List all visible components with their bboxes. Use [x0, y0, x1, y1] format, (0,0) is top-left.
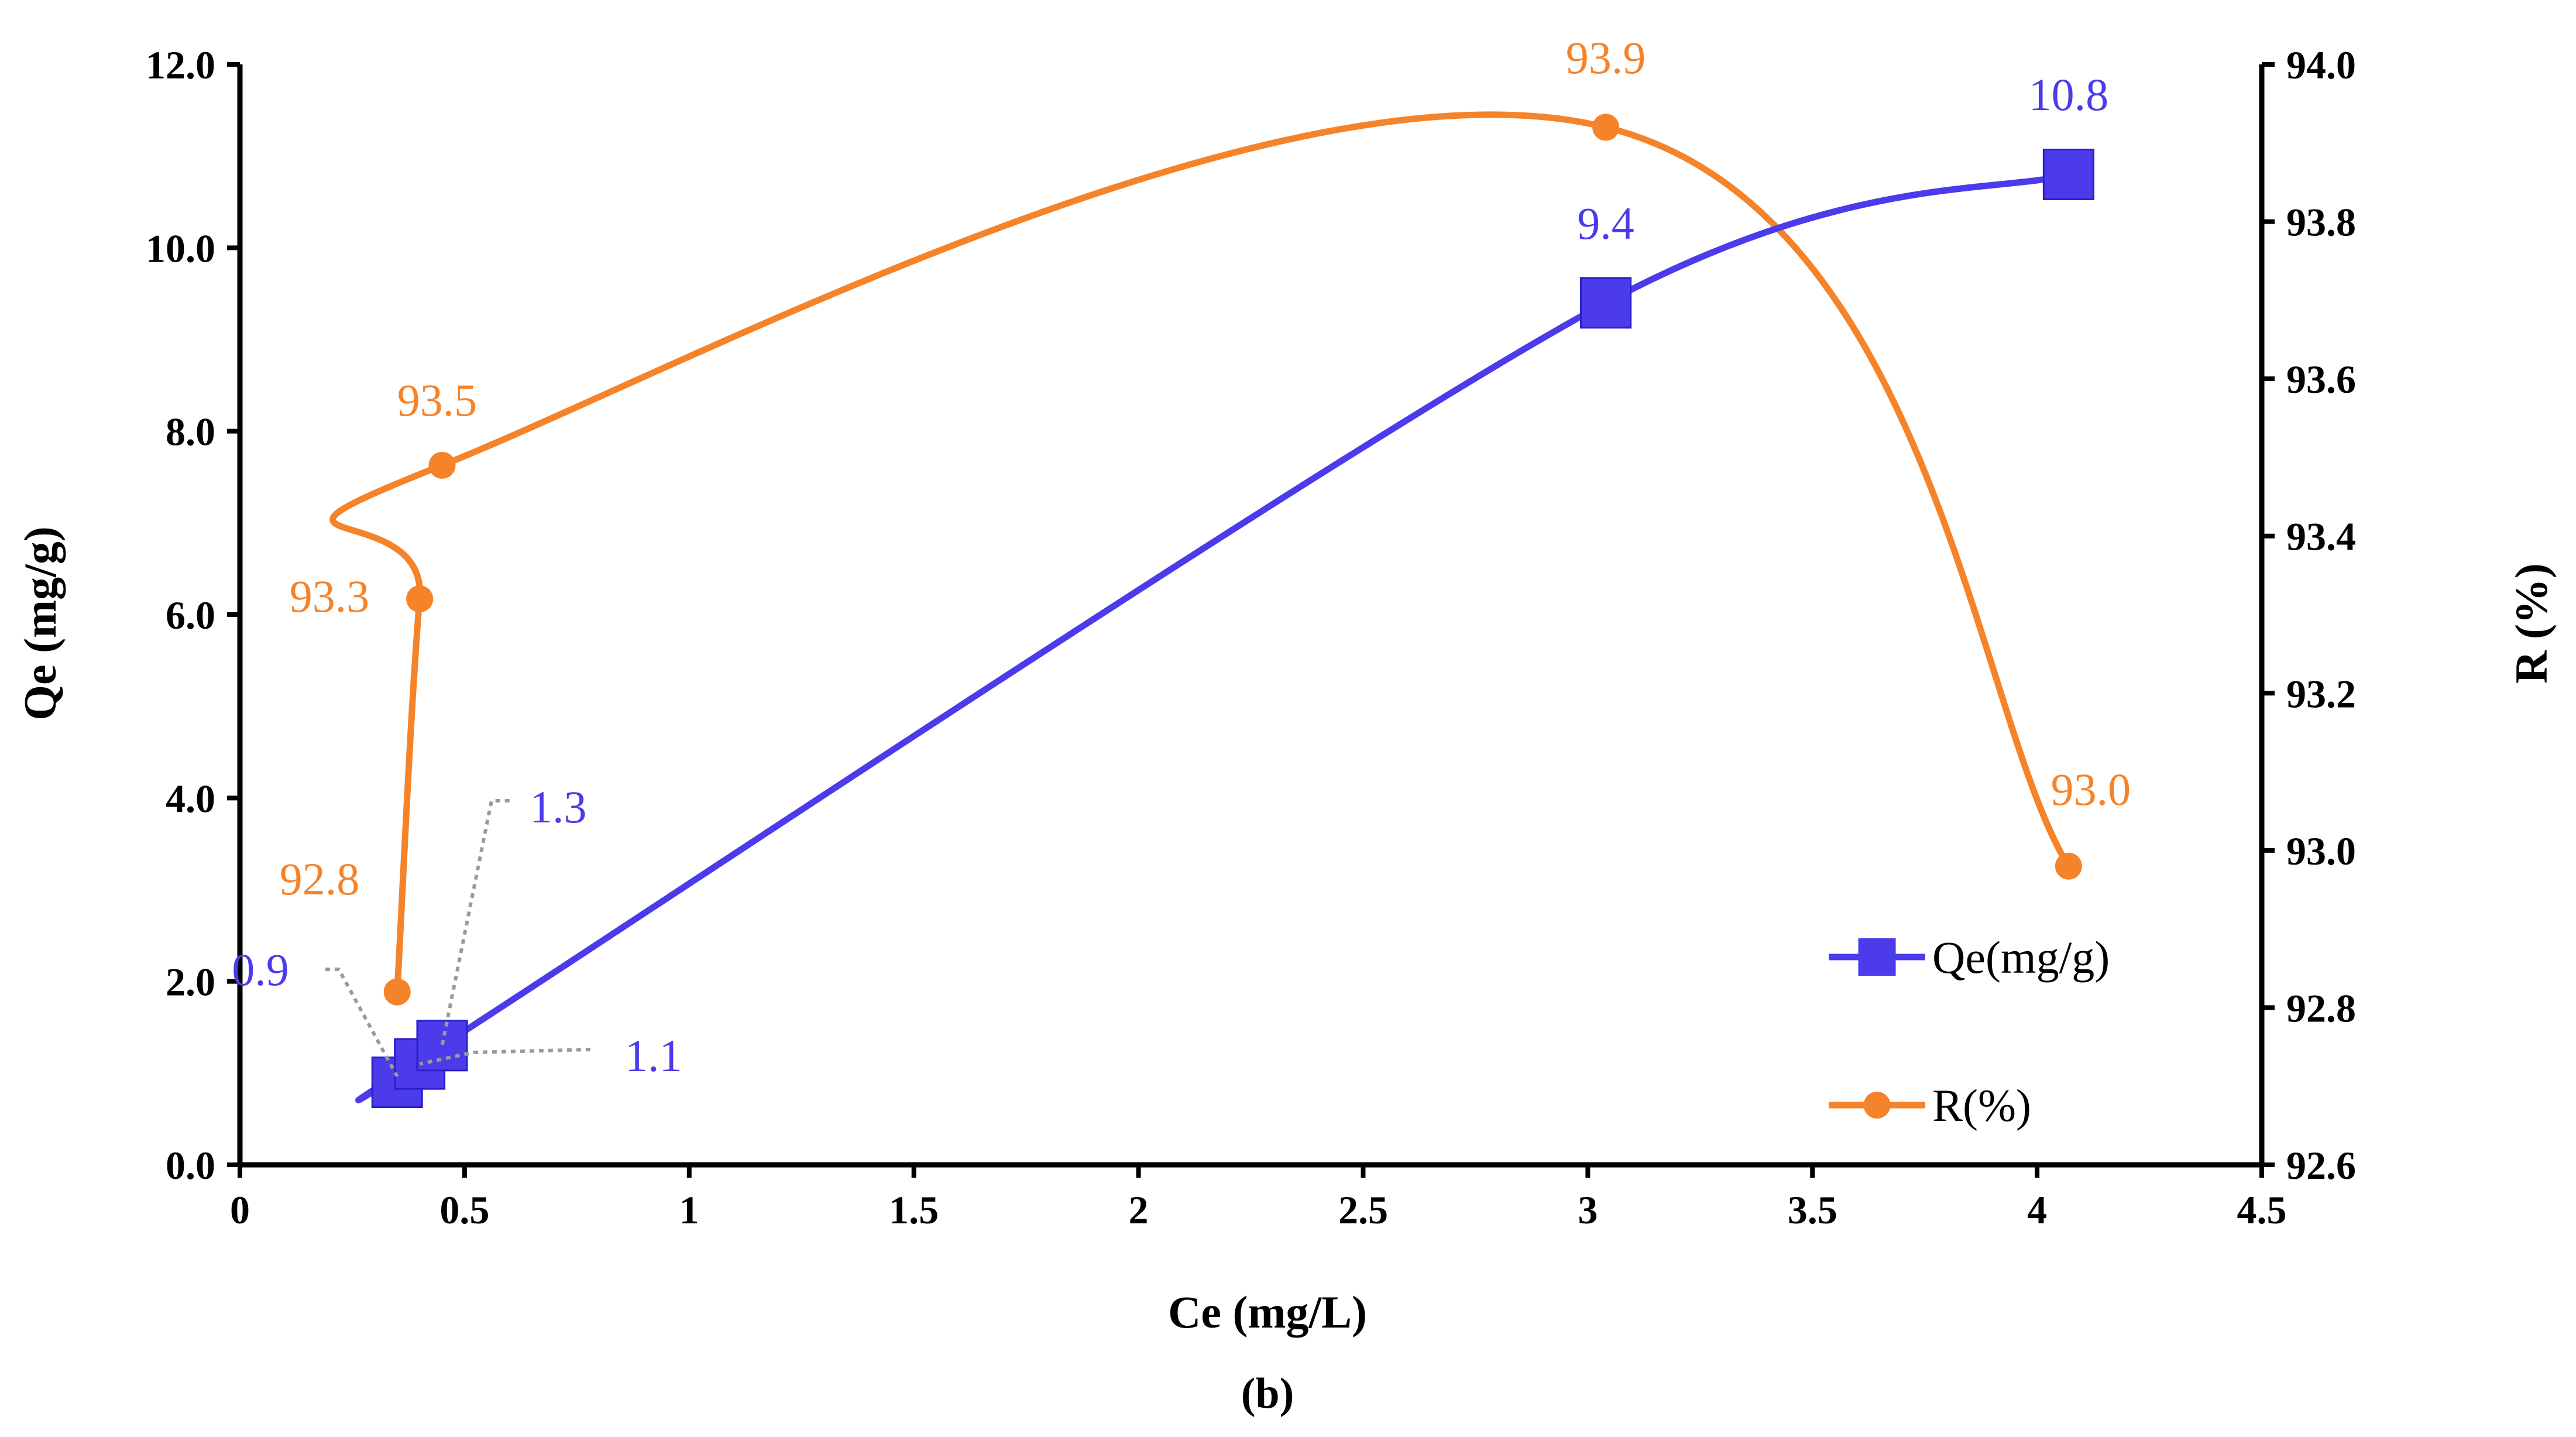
- qe-data-label: 10.8: [2029, 69, 2109, 120]
- legend-r-marker: [1863, 1092, 1891, 1119]
- series-line-qe: [355, 171, 2070, 1104]
- qe-data-label: 0.9: [232, 944, 289, 995]
- y2-tick-label: 93.2: [2286, 671, 2356, 716]
- x-tick-label: 2: [1129, 1188, 1149, 1232]
- r-point: [406, 585, 434, 613]
- qe-point: [2042, 149, 2094, 200]
- y-tick-label: 6.0: [166, 593, 215, 637]
- y2-tick-label: 92.6: [2286, 1143, 2356, 1188]
- r-data-label: 93.3: [290, 571, 370, 622]
- y2-tick-label: 92.8: [2286, 986, 2356, 1030]
- x-axis-title: Ce (mg/L): [1168, 1287, 1367, 1337]
- r-point: [2055, 852, 2082, 880]
- y-axis-title: Qe (mg/g): [15, 526, 66, 720]
- y-tick-label: 10.0: [146, 226, 215, 270]
- y2-tick-label: 93.0: [2286, 829, 2356, 873]
- r-data-label: 93.0: [2051, 764, 2131, 815]
- y2-axis-title: R (%): [2506, 563, 2557, 684]
- y2-tick-label: 93.8: [2286, 200, 2356, 245]
- r-data-label: 92.8: [280, 853, 360, 904]
- series-line-r: [329, 111, 2072, 992]
- y2-tick-label: 93.6: [2286, 357, 2356, 402]
- y2-tick-label: 94.0: [2286, 43, 2356, 87]
- y-tick-label: 12.0: [146, 43, 215, 87]
- qe-data-label: 1.3: [530, 781, 587, 832]
- x-tick-label: 0.5: [439, 1188, 489, 1232]
- x-tick-label: 3: [1578, 1188, 1598, 1232]
- y-tick-label: 8.0: [166, 410, 215, 454]
- x-tick-label: 4.5: [2237, 1188, 2287, 1232]
- qe-point: [1580, 277, 1632, 329]
- r-point: [1592, 114, 1620, 141]
- legend: Qe(mg/g) R(%): [1829, 932, 2110, 1131]
- leader-line: [325, 968, 399, 1078]
- y2-tick-label: 93.4: [2286, 515, 2356, 559]
- axes: 0 0.5 1 1.5 2 2.5 3 3.5 4 4.5 0.0 2.0 4.0 6.0 8.0 10.0 1…: [146, 43, 2356, 1232]
- y-tick-label: 0.0: [166, 1143, 215, 1188]
- y-tick-label: 4.0: [166, 776, 215, 821]
- y-tick-label: 2.0: [166, 960, 215, 1004]
- qe-data-label: 9.4: [1577, 198, 1634, 249]
- x-tick-label: 2.5: [1338, 1188, 1388, 1232]
- x-tick-label: 1.5: [889, 1188, 939, 1232]
- qe-point: [416, 1020, 468, 1072]
- x-tick-label: 3.5: [1788, 1188, 1837, 1232]
- leader-line: [419, 1048, 590, 1066]
- figure-caption: (b): [1241, 1370, 1294, 1418]
- legend-r-label: R(%): [1932, 1080, 2031, 1131]
- r-data-label: 93.9: [1566, 32, 1646, 83]
- x-tick-label: 1: [679, 1188, 699, 1232]
- x-tick-label: 4: [2027, 1188, 2047, 1232]
- legend-qe-marker: [1858, 938, 1896, 976]
- r-data-label: 93.5: [397, 375, 478, 426]
- data-labels: 0.9 1.1 1.3 9.4 10.8 92.8 93.3 93.5 93.9 93.0: [232, 32, 2131, 1081]
- r-point: [383, 978, 411, 1006]
- x-tick-label: 0: [230, 1188, 250, 1232]
- qe-data-label: 1.1: [625, 1030, 682, 1081]
- legend-qe-label: Qe(mg/g): [1932, 932, 2110, 983]
- r-point: [428, 451, 456, 479]
